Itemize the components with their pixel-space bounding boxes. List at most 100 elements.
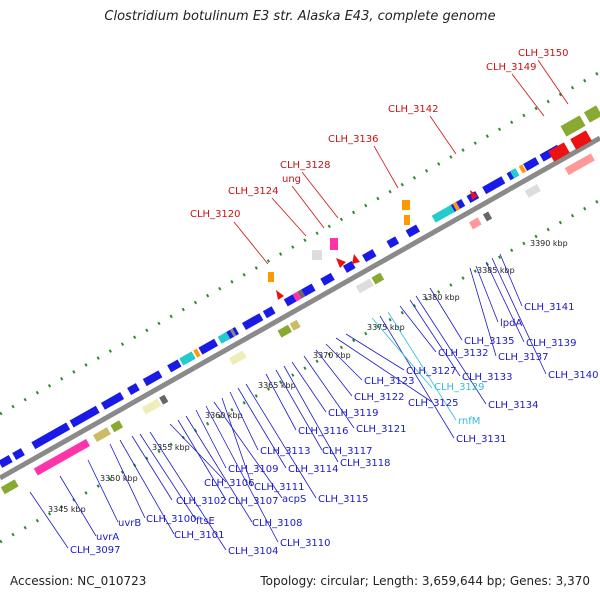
gene-feature — [482, 176, 506, 195]
gene-label: CLH_3115 — [318, 494, 369, 505]
gene-label: rnfM — [458, 416, 480, 427]
gene-label: uvrB — [118, 518, 141, 529]
gene-feature — [524, 183, 541, 198]
gene-feature — [198, 338, 219, 355]
gene-feature — [564, 153, 595, 176]
gene-label: CLH_3107 — [228, 496, 279, 507]
gene-feature — [386, 236, 400, 249]
gene-label: CLH_3127 — [406, 366, 457, 377]
gene-feature — [0, 455, 13, 468]
blue-gene-labels: CLH_3097 uvrA uvrB CLH_3100 CLH_3101 CLH… — [70, 302, 599, 557]
gene-label: CLH_3120 — [190, 209, 241, 220]
cyan-leader-lines — [371, 311, 457, 421]
tick-label: 3345 kbp — [48, 505, 86, 514]
gene-feature — [548, 142, 570, 162]
outer-red-features — [268, 105, 600, 300]
blue-leader-lines — [29, 253, 547, 551]
gene-label: CLH_3108 — [252, 518, 303, 529]
gene-feature — [268, 272, 274, 282]
gene-feature — [431, 204, 455, 223]
gene-feature — [510, 168, 520, 179]
gene-feature — [229, 328, 237, 337]
gene-feature — [518, 164, 527, 174]
genome-stats-text: Topology: circular; Length: 3,659,644 bp… — [260, 574, 590, 588]
gene-feature — [523, 157, 540, 171]
gene-label: CLH_3134 — [488, 400, 539, 411]
gene-feature — [276, 290, 284, 300]
tick-label: 3380 kbp — [422, 293, 460, 302]
gene-label: CLH_3123 — [364, 376, 415, 387]
gene-feature — [228, 350, 247, 366]
gene-feature — [217, 331, 231, 344]
gene-feature — [33, 439, 90, 476]
gene-feature — [0, 479, 19, 495]
gene-feature — [31, 422, 71, 450]
gene-feature — [127, 383, 140, 396]
genome-backbone — [0, 135, 600, 481]
gene-label: ung — [282, 174, 301, 185]
gene-feature — [405, 224, 421, 238]
gene-feature — [167, 359, 182, 373]
gene-label: ftsE — [196, 516, 215, 527]
gene-label: CLH_3125 — [408, 398, 459, 409]
gene-label: CLH_3117 — [322, 446, 373, 457]
gene-label: uvrA — [96, 532, 119, 543]
gene-feature — [570, 130, 592, 150]
gene-feature — [342, 260, 356, 273]
gene-feature — [330, 238, 338, 250]
reverse-strand-features — [0, 153, 595, 495]
gene-label: CLH_3150 — [518, 48, 569, 59]
gene-label: CLH_3114 — [288, 464, 339, 475]
gene-label: CLH_3129 — [434, 382, 485, 393]
red-leader-lines — [233, 59, 569, 265]
gene-feature — [362, 249, 377, 263]
gene-feature — [320, 272, 335, 286]
gene-label: CLH_3131 — [456, 434, 507, 445]
gene-feature — [142, 370, 163, 387]
gene-feature — [336, 258, 346, 268]
outer-guide-line — [0, 70, 600, 416]
gene-label: CLH_3132 — [438, 348, 489, 359]
gene-feature — [69, 405, 100, 428]
gene-feature — [93, 427, 111, 443]
gene-feature — [352, 254, 360, 264]
gene-feature — [371, 272, 385, 285]
gene-label: acpS — [282, 494, 306, 505]
gene-label: CLH_3124 — [228, 186, 279, 197]
gene-feature — [482, 211, 493, 222]
gene-label: CLH_3122 — [354, 392, 405, 403]
tick-label: 3375 kbp — [367, 323, 405, 332]
gene-label: CLH_3102 — [176, 496, 227, 507]
gene-feature — [179, 351, 196, 366]
gene-feature — [560, 115, 586, 137]
figure-title: Clostridium botulinum E3 str. Alaska E43… — [104, 9, 496, 24]
gene-label: CLH_3118 — [340, 458, 391, 469]
gene-label: CLH_3116 — [298, 426, 349, 437]
gene-label: CLH_3097 — [70, 545, 121, 556]
gene-label: CLH_3111 — [254, 482, 305, 493]
gene-feature — [141, 398, 162, 415]
gene-label: CLH_3140 — [548, 370, 599, 381]
gene-feature — [583, 105, 600, 123]
gene-label: CLH_3142 — [388, 104, 439, 115]
gene-feature — [469, 217, 482, 230]
gene-feature — [159, 394, 169, 405]
gene-label: CLH_3113 — [260, 446, 311, 457]
gene-feature — [193, 348, 201, 358]
inner-guide-line — [0, 198, 600, 544]
tick-label: 3370 kbp — [313, 351, 351, 360]
tick-label: 3390 kbp — [530, 239, 568, 248]
gene-label: CLH_3100 — [146, 514, 197, 525]
gene-label: CLH_3109 — [228, 464, 279, 475]
red-gene-labels: CLH_3120 CLH_3124 ung CLH_3128 CLH_3136 … — [190, 48, 569, 220]
gene-feature — [402, 200, 410, 210]
gene-feature — [12, 448, 25, 461]
gene-label: CLH_3141 — [524, 302, 575, 313]
gene-feature — [301, 283, 316, 297]
tick-label: 3365 kbp — [258, 381, 296, 390]
gene-feature — [404, 215, 410, 225]
gene-label: CLH_3137 — [498, 352, 549, 363]
gene-label: CLH_3106 — [204, 478, 255, 489]
